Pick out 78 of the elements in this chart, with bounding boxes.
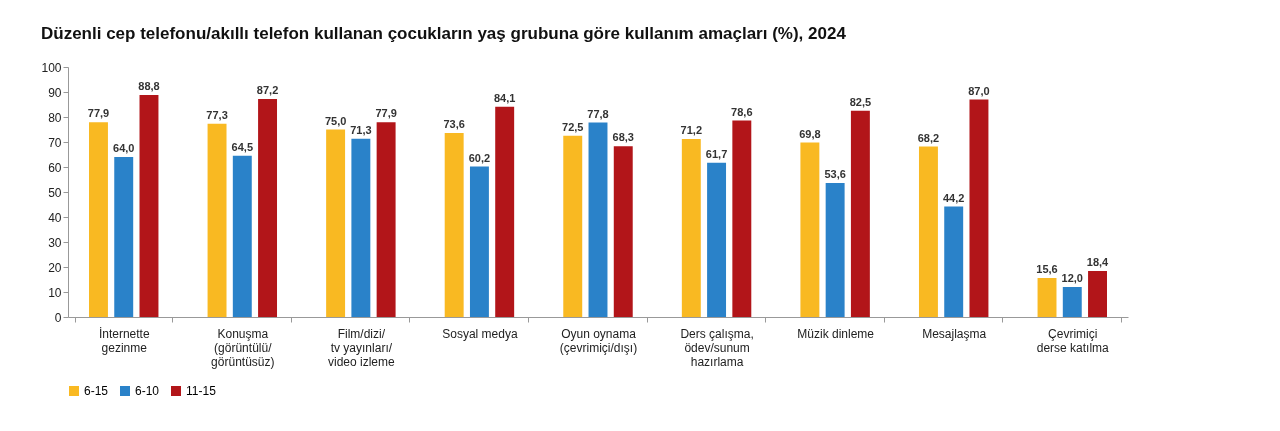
data-label: 53,6 — [824, 168, 846, 180]
data-label: 71,3 — [350, 123, 372, 136]
data-label: 73,6 — [443, 118, 465, 130]
data-label: 15,6 — [1036, 263, 1058, 275]
bar — [207, 123, 227, 317]
bar — [495, 106, 515, 317]
bar — [732, 120, 752, 317]
bar — [1037, 278, 1057, 317]
y-tick-label: 0 — [54, 310, 62, 325]
bar — [563, 135, 583, 317]
data-label: 64,0 — [113, 142, 135, 154]
bar — [800, 142, 820, 317]
x-tick-label: Oyun oynama (çevrimiçi/dışı) — [559, 326, 638, 355]
bar — [918, 146, 938, 317]
data-label: 12,0 — [1061, 272, 1083, 284]
y-tick-label: 30 — [48, 235, 62, 250]
chart-title: Düzenli cep telefonu/akıllı telefon kullanan çocukların yaş grubuna göre kullanım amaçları (%), 2024 — [40, 24, 847, 43]
data-label: 18,4 — [1086, 256, 1110, 268]
bar — [1088, 271, 1107, 317]
data-label: 77,9 — [375, 107, 397, 120]
data-label: 77,8 — [587, 107, 609, 120]
bar — [707, 162, 727, 317]
x-tick-label: Konuşma (görüntülü/ görüntüsüz) — [211, 326, 275, 369]
data-label: 61,7 — [705, 147, 728, 160]
bar — [825, 183, 845, 317]
y-tick-label: 20 — [48, 260, 62, 275]
bar — [351, 138, 371, 317]
x-tick-label: Sosyal medya — [442, 326, 518, 341]
y-tick-label: 70 — [48, 135, 62, 150]
x-tick-label: Film/dizi/ tv yayınları/ video izleme — [328, 326, 396, 369]
data-label: 77,9 — [87, 107, 110, 120]
data-label: 84,1 — [493, 91, 516, 104]
y-tick-label: 60 — [48, 160, 62, 175]
data-label: 82,5 — [849, 95, 872, 108]
data-label: 68,3 — [612, 131, 634, 144]
bar — [681, 139, 701, 317]
x-tick-label: Ders çalışma, ödev/sunum hazırlama — [680, 326, 754, 369]
bar — [139, 95, 159, 317]
bar — [613, 146, 633, 317]
y-tick-label: 100 — [41, 60, 62, 75]
bar — [232, 155, 252, 317]
data-label: 77,3 — [206, 108, 228, 121]
bar — [444, 133, 464, 317]
data-label: 78,6 — [731, 105, 753, 118]
bar — [588, 122, 608, 317]
y-tick-label: 40 — [48, 210, 62, 225]
x-tick-label: Mesajlaşma — [922, 326, 987, 341]
data-label: 87,2 — [256, 84, 279, 96]
data-label: 71,2 — [680, 124, 703, 136]
bar — [1062, 287, 1082, 317]
bar — [850, 110, 870, 317]
bar — [89, 122, 108, 317]
bar — [944, 206, 964, 317]
legend-label: 11-15 — [186, 384, 217, 398]
x-tick-label: İnternette gezinme — [98, 326, 150, 355]
x-tick-label: Müzik dinleme — [797, 326, 875, 341]
data-label: 87,0 — [968, 84, 990, 97]
data-label: 68,2 — [917, 131, 940, 144]
y-tick-label: 80 — [48, 110, 62, 125]
bar — [258, 99, 278, 317]
bar — [326, 129, 346, 317]
data-label: 60,2 — [468, 151, 491, 164]
data-label: 64,5 — [231, 140, 254, 153]
data-label: 44,2 — [942, 191, 965, 204]
legend-label: 6-15 — [84, 384, 109, 398]
bar — [376, 122, 396, 317]
bar — [969, 99, 989, 317]
bar — [469, 166, 489, 317]
y-tick-label: 10 — [48, 285, 62, 300]
data-label: 72,5 — [562, 120, 584, 133]
data-label: 75,0 — [324, 114, 347, 127]
legend-label: 6-10 — [135, 384, 160, 398]
x-tick-label: Çevrimiçi derse katılma — [1036, 326, 1110, 355]
data-label: 69,8 — [799, 127, 821, 140]
y-tick-label: 50 — [48, 185, 62, 200]
bar — [114, 157, 134, 317]
data-label: 88,8 — [138, 80, 160, 92]
y-tick-label: 90 — [48, 85, 62, 100]
